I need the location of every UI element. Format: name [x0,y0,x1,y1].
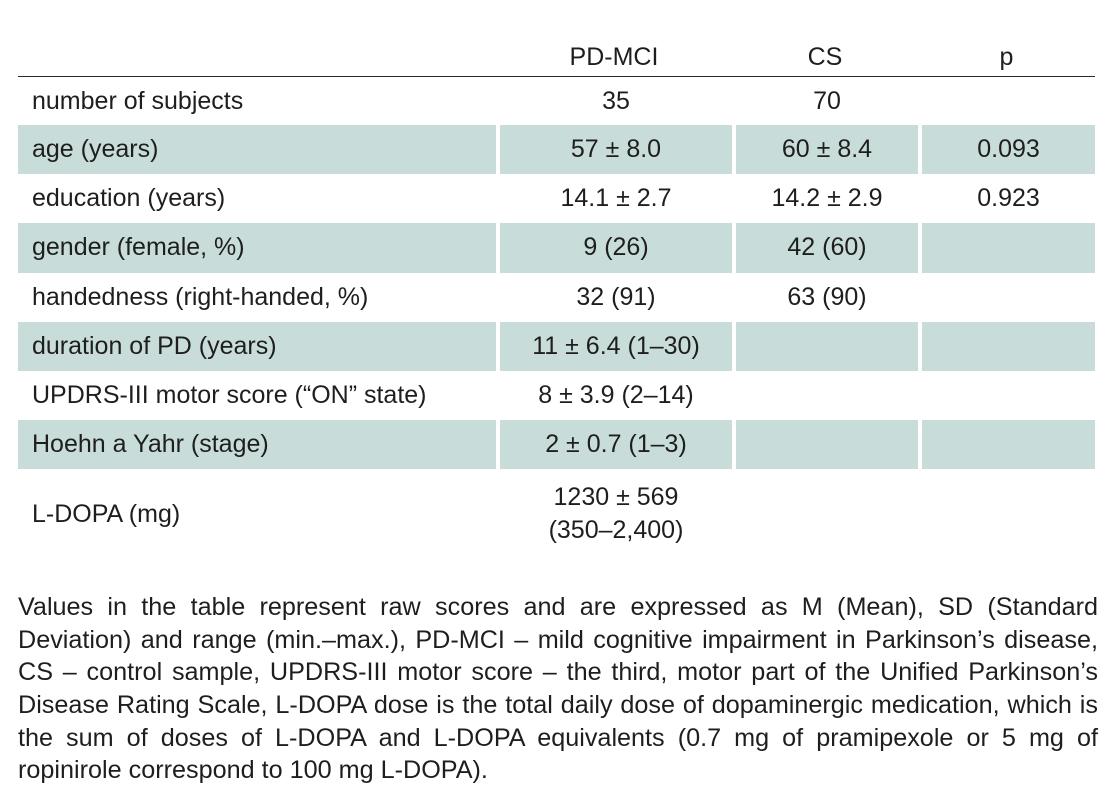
row-label: number of subjects [32,86,244,115]
header-label-column [18,0,496,77]
cell-pdmci: 14.1 ± 2.7 [496,174,732,224]
cell-pdmci: 1230 ± 569 (350–2,400) [496,469,732,560]
table-footnote: Values in the table represent raw scores… [18,593,1098,785]
cell-cs: 63 (90) [732,272,918,322]
cell-p [918,370,1095,421]
row-label: handedness (right-handed, %) [32,282,369,311]
header-pdmci: PD-MCI [496,0,732,77]
cell-cs [732,420,918,470]
cell-p: 0.093 [918,125,1095,175]
row-label: UPDRS-III motor score (“ON” state) [32,381,427,410]
cell-pdmci: 35 [496,77,732,125]
table-row: gender (female, %) 9 (26) 42 (60) [18,223,1095,273]
cell-p [918,272,1095,322]
cell-pdmci: 32 (91) [496,272,732,322]
table-row: L-DOPA (mg) 1230 ± 569 (350–2,400) [18,469,1095,560]
cell-p [918,420,1095,470]
demographics-table: PD-MCI CS p number of subjects 35 70 age… [18,0,1095,560]
cell-cs: 60 ± 8.4 [732,125,918,175]
cell-cs: 14.2 ± 2.9 [732,174,918,224]
cell-cs [732,469,918,560]
table-row: education (years) 14.1 ± 2.7 14.2 ± 2.9 … [18,174,1095,224]
table-row: number of subjects 35 70 [18,77,1095,125]
cell-pdmci: 2 ± 0.7 (1–3) [496,420,732,470]
row-label: age (years) [18,125,496,175]
cell-p [918,77,1095,125]
table-row: handedness (right-handed, %) 32 (91) 63 … [18,272,1095,322]
table-row: duration of PD (years) 11 ± 6.4 (1–30) [18,321,1095,371]
cell-cs: 70 [732,77,918,125]
cell-pdmci: 57 ± 8.0 [496,125,732,175]
row-label: L-DOPA (mg) [32,499,181,528]
cell-pdmci: 9 (26) [496,223,732,273]
cell-p [918,223,1095,273]
cell-p [918,469,1095,560]
header-p: p [918,0,1095,77]
cell-pdmci: 11 ± 6.4 (1–30) [496,321,732,371]
cell-cs [732,370,918,421]
demographics-table-container: PD-MCI CS p number of subjects 35 70 age… [18,0,1096,560]
table-header-row: PD-MCI CS p [18,0,1095,77]
table-row: Hoehn a Yahr (stage) 2 ± 0.7 (1–3) [18,420,1095,470]
cell-pdmci: 8 ± 3.9 (2–14) [496,370,732,421]
cell-p [918,321,1095,371]
table-row: age (years) 57 ± 8.0 60 ± 8.4 0.093 [18,125,1095,175]
header-cs: CS [732,0,918,77]
row-label: Hoehn a Yahr (stage) [18,420,496,470]
cell-cs: 42 (60) [732,223,918,273]
row-label: gender (female, %) [18,223,496,273]
cell-cs [732,321,918,371]
cell-p: 0.923 [918,174,1095,224]
cell-pdmci-line1: 1230 ± 569 [553,483,679,512]
table-row: UPDRS-III motor score (“ON” state) 8 ± 3… [18,370,1095,421]
row-label: duration of PD (years) [18,321,496,371]
cell-pdmci-line2: (350–2,400) [548,516,684,545]
row-label: education (years) [32,184,226,213]
